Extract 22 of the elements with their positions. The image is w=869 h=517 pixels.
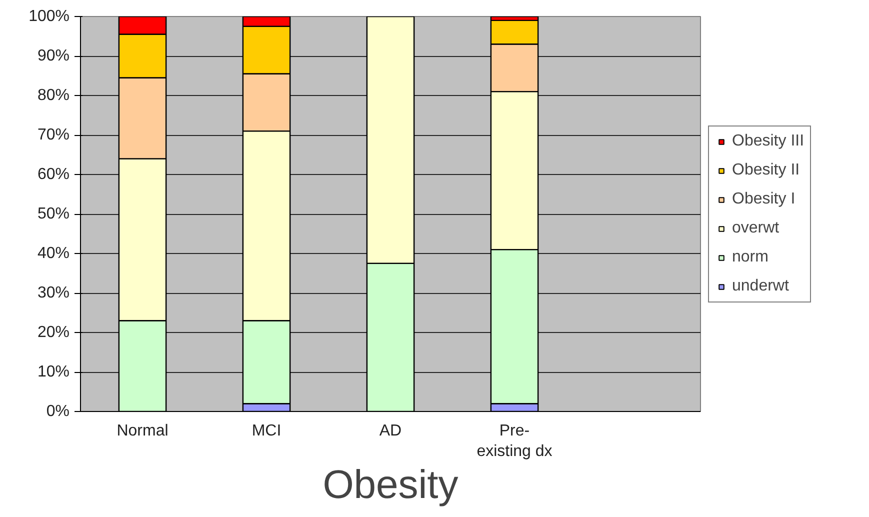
y-tick-label: 50% <box>37 206 70 222</box>
y-tick-label: 20% <box>37 324 70 341</box>
legend-label: Obesity II <box>732 161 800 179</box>
x-tick-label: Normal <box>116 422 168 440</box>
legend-label: Obesity III <box>732 132 804 150</box>
y-tick-label: 80% <box>37 87 70 104</box>
y-tick-label: 10% <box>37 364 70 380</box>
y-tick-label: 70% <box>37 126 70 144</box>
y-tick-label: 100% <box>28 8 70 25</box>
legend-label: Obesity I <box>732 190 796 208</box>
legend-label: norm <box>732 248 768 266</box>
legend-label: overwt <box>732 219 780 237</box>
y-tick-label: 60% <box>37 166 70 183</box>
x-tick-label: Pre- existing dx <box>476 422 552 460</box>
y-tick-label: 0% <box>46 403 70 420</box>
x-tick-label: MCI <box>252 422 282 440</box>
y-tick-label: 30% <box>37 284 70 302</box>
y-tick-label: 90% <box>37 48 70 64</box>
legend-label: underwt <box>732 277 789 295</box>
x-axis-title: Obesity <box>322 462 458 507</box>
y-tick-label: 40% <box>37 245 70 262</box>
x-tick-label: AD <box>379 422 402 440</box>
